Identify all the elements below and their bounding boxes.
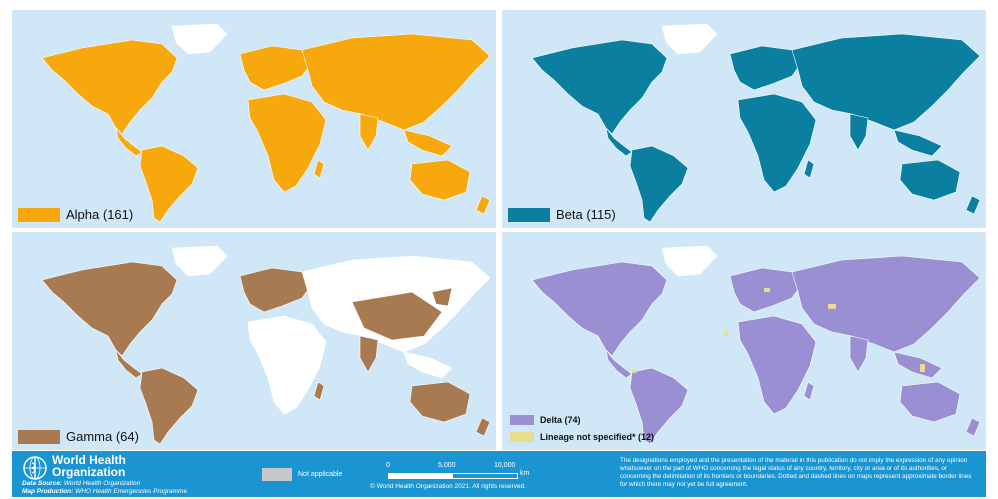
- landmass-australia: [899, 159, 961, 201]
- landmass-south-america: [629, 145, 689, 223]
- landmass-new-zealand: [965, 195, 981, 215]
- landmass-madagascar: [313, 159, 325, 179]
- legend-swatch-beta: [508, 207, 550, 222]
- landmass-australia: [409, 381, 471, 423]
- world-map-gamma: [41, 245, 491, 445]
- scale-label-end: 10,000: [494, 462, 516, 469]
- legend-label-lineage-unspecified: Lineage not specified* (12): [540, 432, 655, 442]
- legend-label-alpha: Alpha (161): [66, 207, 134, 222]
- map-production: Map Production: WHO Health Emergencies P…: [22, 488, 187, 496]
- landmass-greenland: [661, 245, 718, 277]
- landmass-india: [359, 335, 379, 373]
- landmass-africa: [737, 315, 817, 415]
- landmass-south-america: [629, 367, 689, 445]
- legend-label-gamma: Gamma (64): [66, 429, 139, 444]
- landmass-asia-region-0: [351, 291, 443, 341]
- landmass-asia: [301, 33, 491, 131]
- landmass-new-zealand: [475, 195, 491, 215]
- map-panel-gamma: Gamma (64): [12, 232, 496, 450]
- legend-swatch-alpha: [18, 207, 60, 222]
- legend-delta: Delta (74): [510, 415, 581, 425]
- landmass-africa: [737, 93, 817, 193]
- map-production-label: Map Production:: [22, 488, 74, 495]
- landmass-europe: [729, 45, 803, 91]
- landmass-south-america: [139, 145, 199, 223]
- landmass-central-america: [605, 127, 633, 157]
- map-panel-alpha: Alpha (161): [12, 10, 496, 228]
- landmass-asia-region-1: [431, 287, 453, 307]
- map-panel-beta: Beta (115): [502, 10, 986, 228]
- landmass-india: [849, 113, 869, 151]
- landmass-north-america: [41, 39, 178, 135]
- landmass-africa: [247, 93, 327, 193]
- scale-label-0: 0: [386, 462, 390, 469]
- lineage-unspecified-country: [920, 364, 925, 372]
- landmass-north-america: [41, 261, 178, 357]
- legend-swatch-delta: [510, 415, 534, 425]
- map-panel-delta: Delta (74) Lineage not specified* (12): [502, 232, 986, 450]
- landmass-india: [359, 113, 379, 151]
- landmass-africa: [247, 315, 327, 415]
- world-map-delta: [531, 245, 981, 445]
- landmass-central-america: [115, 349, 143, 379]
- footer-bar: World Health Organization Data Source: W…: [12, 451, 986, 497]
- landmass-central-america: [605, 349, 633, 379]
- landmass-europe: [239, 267, 313, 313]
- landmass-madagascar: [803, 381, 815, 401]
- world-map-alpha: [41, 23, 491, 223]
- who-name-line2: Organization: [52, 465, 126, 479]
- landmass-madagascar: [803, 159, 815, 179]
- data-source: Data Source: World Health Organization: [22, 480, 140, 488]
- lineage-unspecified-country: [828, 304, 836, 309]
- landmass-north-america: [531, 261, 668, 357]
- landmass-south-america: [139, 367, 199, 445]
- legend-beta: Beta (115): [508, 207, 616, 222]
- who-emblem-icon: [23, 456, 47, 480]
- who-name-line1: World Health: [52, 453, 126, 467]
- scale-unit: km: [520, 470, 530, 477]
- landmass-north-america: [531, 39, 668, 135]
- landmass-new-zealand: [965, 417, 981, 437]
- landmass-se-asia: [893, 351, 943, 379]
- landmass-greenland: [171, 245, 228, 277]
- landmass-asia: [791, 255, 981, 353]
- legend-gamma: Gamma (64): [18, 429, 139, 444]
- legend-swatch-lineage-unspecified: [510, 432, 534, 442]
- legend-label-beta: Beta (115): [556, 207, 616, 222]
- lineage-unspecified-country: [632, 370, 636, 373]
- copyright-notice: © World Health Organization 2021. All ri…: [370, 483, 527, 490]
- landmass-india: [849, 335, 869, 373]
- map-production-value: WHO Health Emergencies Programme: [75, 488, 188, 495]
- legend-lineage-unspecified: Lineage not specified* (12): [510, 432, 654, 442]
- legend-swatch-gamma: [18, 429, 60, 444]
- who-wordmark: World Health Organization: [52, 454, 126, 478]
- landmass-asia: [791, 33, 981, 131]
- lineage-unspecified-country: [724, 332, 728, 336]
- landmass-central-america: [115, 127, 143, 157]
- legend-label-delta: Delta (74): [540, 415, 581, 425]
- legend-alpha: Alpha (161): [18, 207, 133, 222]
- landmass-australia: [409, 159, 471, 201]
- landmass-new-zealand: [475, 417, 491, 437]
- landmass-australia: [899, 381, 961, 423]
- lineage-unspecified-country: [764, 288, 770, 292]
- disclaimer-text: The designations employed and the presen…: [620, 457, 972, 488]
- scale-label-mid: 5,000: [438, 462, 456, 469]
- scale-bar: [388, 473, 518, 479]
- landmass-se-asia: [893, 129, 943, 157]
- not-applicable-label: Not applicable: [298, 471, 343, 478]
- landmass-greenland: [661, 23, 718, 55]
- data-source-value: World Health Organization: [63, 480, 141, 487]
- landmass-madagascar: [313, 381, 325, 401]
- landmass-se-asia: [403, 129, 453, 157]
- landmass-se-asia: [403, 351, 453, 379]
- landmass-greenland: [171, 23, 228, 55]
- world-map-beta: [531, 23, 981, 223]
- data-source-label: Data Source:: [22, 480, 63, 487]
- not-applicable-swatch: [262, 468, 292, 481]
- landmass-europe: [239, 45, 313, 91]
